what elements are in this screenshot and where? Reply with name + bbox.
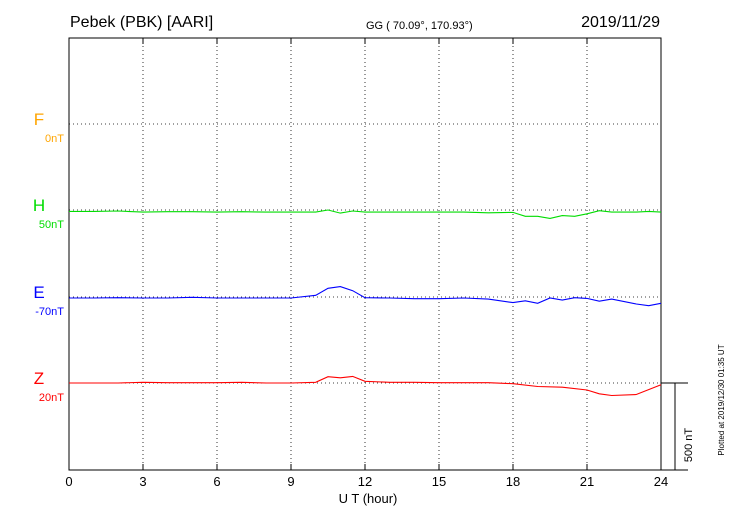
coords-label: GG ( 70.09°, 170.93°) xyxy=(366,20,473,32)
offset-F: 0nT xyxy=(45,133,64,145)
offset-Z: 20nT xyxy=(39,392,64,404)
x-axis-title: U T (hour) xyxy=(339,491,398,506)
trace-E xyxy=(69,286,662,307)
offset-E: -70nT xyxy=(35,306,64,318)
x-tick-label: 12 xyxy=(358,474,372,489)
offset-H: 50nT xyxy=(39,219,64,231)
x-tick-label: 21 xyxy=(580,474,594,489)
plotted-note: Plotted at 2019/12/30 01:35 UT xyxy=(717,344,726,455)
x-tick-label: 15 xyxy=(432,474,446,489)
label-Z: Z xyxy=(34,369,44,388)
scale-bar-label: 500 nT xyxy=(683,428,695,463)
grid xyxy=(69,38,661,470)
date-label: 2019/11/29 xyxy=(581,14,660,31)
x-tick-label: 0 xyxy=(65,474,72,489)
x-tick-label: 6 xyxy=(213,474,220,489)
x-tick-label: 9 xyxy=(287,474,294,489)
label-E: E xyxy=(33,283,44,302)
x-tick-label: 3 xyxy=(139,474,146,489)
traces xyxy=(69,209,662,397)
x-ticks: 0 3 6 9 12 15 18 21 24 xyxy=(65,38,668,489)
trace-H xyxy=(69,209,662,219)
x-tick-label: 24 xyxy=(654,474,668,489)
label-F: F xyxy=(34,110,44,129)
x-tick-label: 18 xyxy=(506,474,520,489)
scale-bar: 500 nT xyxy=(661,382,695,471)
trace-Z xyxy=(69,375,662,397)
label-H: H xyxy=(33,196,45,215)
station-title: Pebek (PBK) [AARI] xyxy=(70,14,213,31)
